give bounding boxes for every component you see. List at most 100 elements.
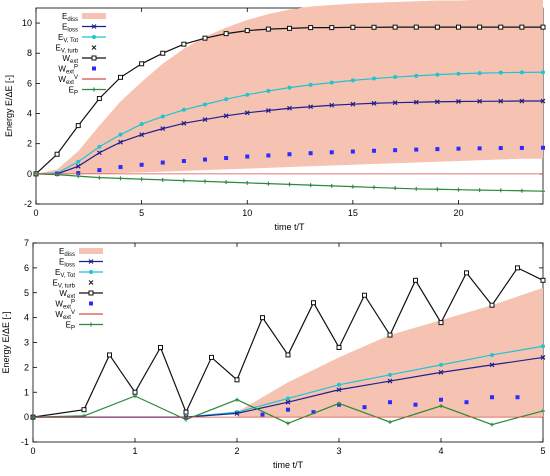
series-loss-marker [477,98,483,104]
series-wextp-marker [139,162,144,167]
series-wextp-marker [477,146,482,151]
series-ep-marker [160,177,165,182]
series-e-diss-area [237,287,543,418]
series-wext-marker [209,354,214,360]
series-wextp-marker [456,146,461,151]
series-ep-marker [286,421,290,426]
series-vtot-marker [118,132,123,137]
series-ep-marker [97,175,102,180]
series-vtot-marker [498,70,503,75]
series-ep-marker [456,187,461,192]
series-wextp-marker [224,156,229,161]
series-wext-marker [96,95,102,101]
series-vtot-marker [541,344,545,349]
series-vtot-marker [287,85,292,90]
series-wext-marker [434,24,440,30]
series-wext-marker [234,377,240,383]
legend-label-wextp: WextP [58,65,78,76]
series-wextp-marker [541,145,545,150]
series-wext-marker [387,332,393,338]
legend-marker-vtot [89,270,93,274]
series-vtot-marker [456,71,461,76]
x-tick-label: 5 [139,208,144,218]
series-ep-marker [224,180,229,185]
y-tick-label: 1 [24,387,29,397]
series-vtot-marker [439,362,443,367]
legend-label-ep: EP [69,86,78,97]
series-ep-marker [414,186,419,191]
series-ep-marker [498,188,503,193]
x-tick-label: 3 [336,446,341,456]
series-wext-marker [223,31,229,37]
series-vtot-marker [160,114,165,119]
series-wextp-marker [160,160,165,165]
series-wext-marker [464,270,469,276]
x-tick-label: 2 [234,446,239,456]
series-wextp-marker [490,395,494,400]
series-wext-marker [158,344,163,350]
series-vtot-marker [203,102,207,107]
legend-label-wext: Wext [59,289,75,300]
series-wext-marker [260,315,265,321]
series-loss-marker [350,101,356,107]
series-wext-marker [107,352,112,358]
series-wext-marker [515,265,520,271]
series-wextp-marker [311,410,316,415]
series-loss-marker [160,126,166,132]
series-wext-marker [244,28,250,34]
series-vtot-marker [393,75,398,80]
series-wext-marker [540,277,546,283]
series-wext-marker [350,24,356,30]
series-loss-marker [287,105,292,111]
series-vtot-marker [372,76,376,81]
series-vtot-marker [541,70,545,75]
series-loss-marker [336,387,342,393]
series-loss-marker [456,99,461,104]
series-wext-marker [265,26,271,32]
series-wextp-marker [97,168,102,173]
series-vtot-marker [308,82,313,87]
series-ep-marker [541,408,545,413]
series-wextp-marker [498,146,503,151]
legend-label-diss: Ediss [59,247,75,258]
series-vtot-marker [97,144,102,149]
series-wextp-marker [435,147,440,152]
series-loss-marker [285,399,291,405]
series-ep-marker [372,185,376,190]
y-tick-label: 2 [24,362,29,372]
series-wextp-marker [519,145,524,150]
legend-label-wext: Wext [62,54,78,65]
legend-marker-vturb [88,280,94,285]
y-tick-label: 6 [24,263,29,273]
series-wextp-marker [287,152,292,157]
series-ep-marker [519,188,524,193]
legend-label-wextv: WextV [55,310,75,321]
legend-label-loss: Eloss [59,258,75,269]
series-vtot-marker [519,70,524,75]
x-tick-label: 5 [540,446,545,456]
legend-label-vturb: EV, turb [56,44,79,55]
series-ep-marker [235,397,239,402]
legend-marker-vtot [92,35,96,39]
series-loss-marker [265,108,271,113]
series-wextp-marker [393,148,398,153]
series-loss-marker [371,100,377,106]
series-wextp-marker [329,150,334,155]
series-loss-marker [438,369,444,375]
series-wext-marker [311,300,316,306]
series-ep-marker [388,420,392,425]
series-wext-marker [477,24,483,30]
series-loss-marker [223,113,229,119]
series-wext-marker [438,320,444,326]
y-tick-label: 0 [27,169,32,179]
series-loss-marker [434,99,440,105]
series-vtot-marker [388,372,392,377]
series-wext-marker [519,24,525,30]
series-vtot-marker [490,352,494,357]
series-wext-marker [392,24,398,30]
series-wext-marker [371,24,377,30]
legend-marker-wextp [89,301,93,306]
series-loss-marker [498,98,504,104]
legend-label-vturb: EV, turb [53,279,76,290]
